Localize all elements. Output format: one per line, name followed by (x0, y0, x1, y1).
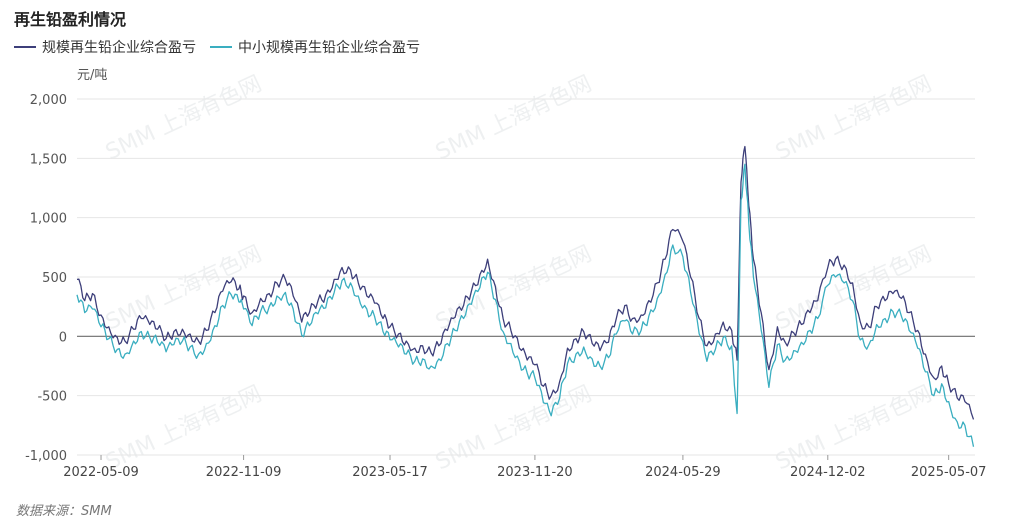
x-axis: 2022-05-09 2022-11-09 2023-05-17 2023-11-20… (63, 455, 986, 480)
y-tick-label: 1,000 (30, 212, 67, 227)
y-tick-label: -500 (37, 390, 67, 405)
x-tick-label: 2023-11-20 (497, 465, 573, 480)
data-source: 数据来源：SMM (16, 504, 112, 519)
legend-label-large: 规模再生铅企业综合盈亏 (42, 40, 196, 56)
x-tick-label: 2023-05-17 (352, 465, 428, 480)
watermark-text: SMM 上海有色网 (772, 71, 936, 165)
x-tick-label: 2025-05-07 (911, 465, 987, 480)
y-tick-label: 500 (42, 271, 67, 286)
y-tick-label: 1,500 (30, 152, 67, 167)
y-axis-unit: 元/吨 (77, 68, 107, 83)
chart-title: 再生铅盈利情况 (14, 10, 127, 29)
watermark-text: SMM 上海有色网 (102, 71, 266, 165)
legend-item-small[interactable]: 中小规模再生铅企业综合盈亏 (210, 37, 420, 57)
y-tick-label: -1,000 (25, 449, 67, 464)
legend-swatch-small (210, 46, 232, 48)
legend-item-large[interactable]: 规模再生铅企业综合盈亏 (14, 37, 196, 57)
x-tick-label: 2024-05-29 (645, 465, 721, 480)
legend: 规模再生铅企业综合盈亏 中小规模再生铅企业综合盈亏 (14, 37, 434, 57)
y-tick-label: 0 (59, 330, 67, 345)
x-tick-label: 2024-12-02 (790, 465, 866, 480)
x-tick-label: 2022-11-09 (206, 465, 282, 480)
series-line-small-medium-enterprises (76, 163, 975, 447)
y-tick-label: 2,000 (30, 93, 67, 108)
y-axis: -1,000 -500 0 500 1,000 1,500 2,000 (25, 93, 67, 464)
x-tick-label: 2022-05-09 (63, 465, 139, 480)
legend-label-small: 中小规模再生铅企业综合盈亏 (238, 40, 420, 56)
watermark-text: SMM 上海有色网 (432, 241, 596, 335)
series-line-large-enterprises (76, 145, 975, 420)
series-lines (76, 145, 975, 447)
watermark-text: SMM 上海有色网 (432, 71, 596, 165)
legend-swatch-large (14, 46, 36, 48)
